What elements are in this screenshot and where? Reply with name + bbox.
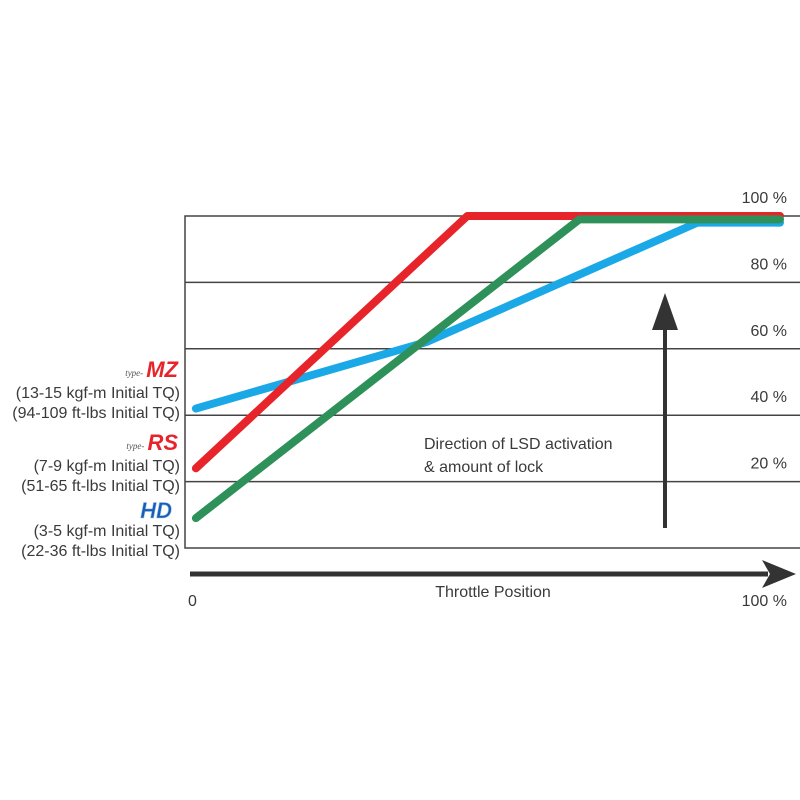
mz-kgf: (13-15 kgf-m Initial TQ) [16,385,180,402]
rs-logo-prefix: type- [126,441,144,451]
mz-ftlbs: (94-109 ft-lbs Initial TQ) [12,405,180,422]
rs-logo: RS [147,430,178,455]
rs-kgf: (7-9 kgf-m Initial TQ) [34,458,180,475]
y-tick-label-80: 80 % [751,256,787,273]
y-tick-label-60: 60 % [751,323,787,340]
annotation-line-1: Direction of LSD activation [424,436,613,453]
annotation-line-2: & amount of lock [424,459,544,476]
lock-direction-arrow-icon [652,293,678,528]
y-tick-label-100: 100 % [742,190,787,207]
y-tick-label-40: 40 % [751,389,787,406]
hd-ftlbs: (22-36 ft-lbs Initial TQ) [21,543,180,560]
mz-logo: MZ [146,357,179,382]
hd-vario-logo: HD [140,498,172,523]
x-axis-label: Throttle Position [435,584,551,601]
legend-mz: type- MZ (13-15 kgf-m Initial TQ) (94-10… [12,357,180,422]
series-line-mz [191,212,784,473]
x-axis-arrow-icon [190,560,796,588]
legend-rs: type- RS (7-9 kgf-m Initial TQ) (51-65 f… [21,430,180,495]
series-lines [191,212,784,523]
x-tick-label-0: 0 [188,593,197,610]
rs-ftlbs: (51-65 ft-lbs Initial TQ) [21,478,180,495]
y-tick-labels: 20 % 40 % 60 % 80 % 100 % [742,190,787,473]
legend-hd: HD (3-5 kgf-m Initial TQ) (22-36 ft-lbs … [21,498,180,560]
hd-kgf: (3-5 kgf-m Initial TQ) [34,523,180,540]
mz-logo-prefix: type- [125,368,143,378]
series-line-hd [191,218,784,413]
series-line-rs [191,215,784,523]
y-tick-label-20: 20 % [751,456,787,473]
x-tick-label-100: 100 % [742,593,787,610]
